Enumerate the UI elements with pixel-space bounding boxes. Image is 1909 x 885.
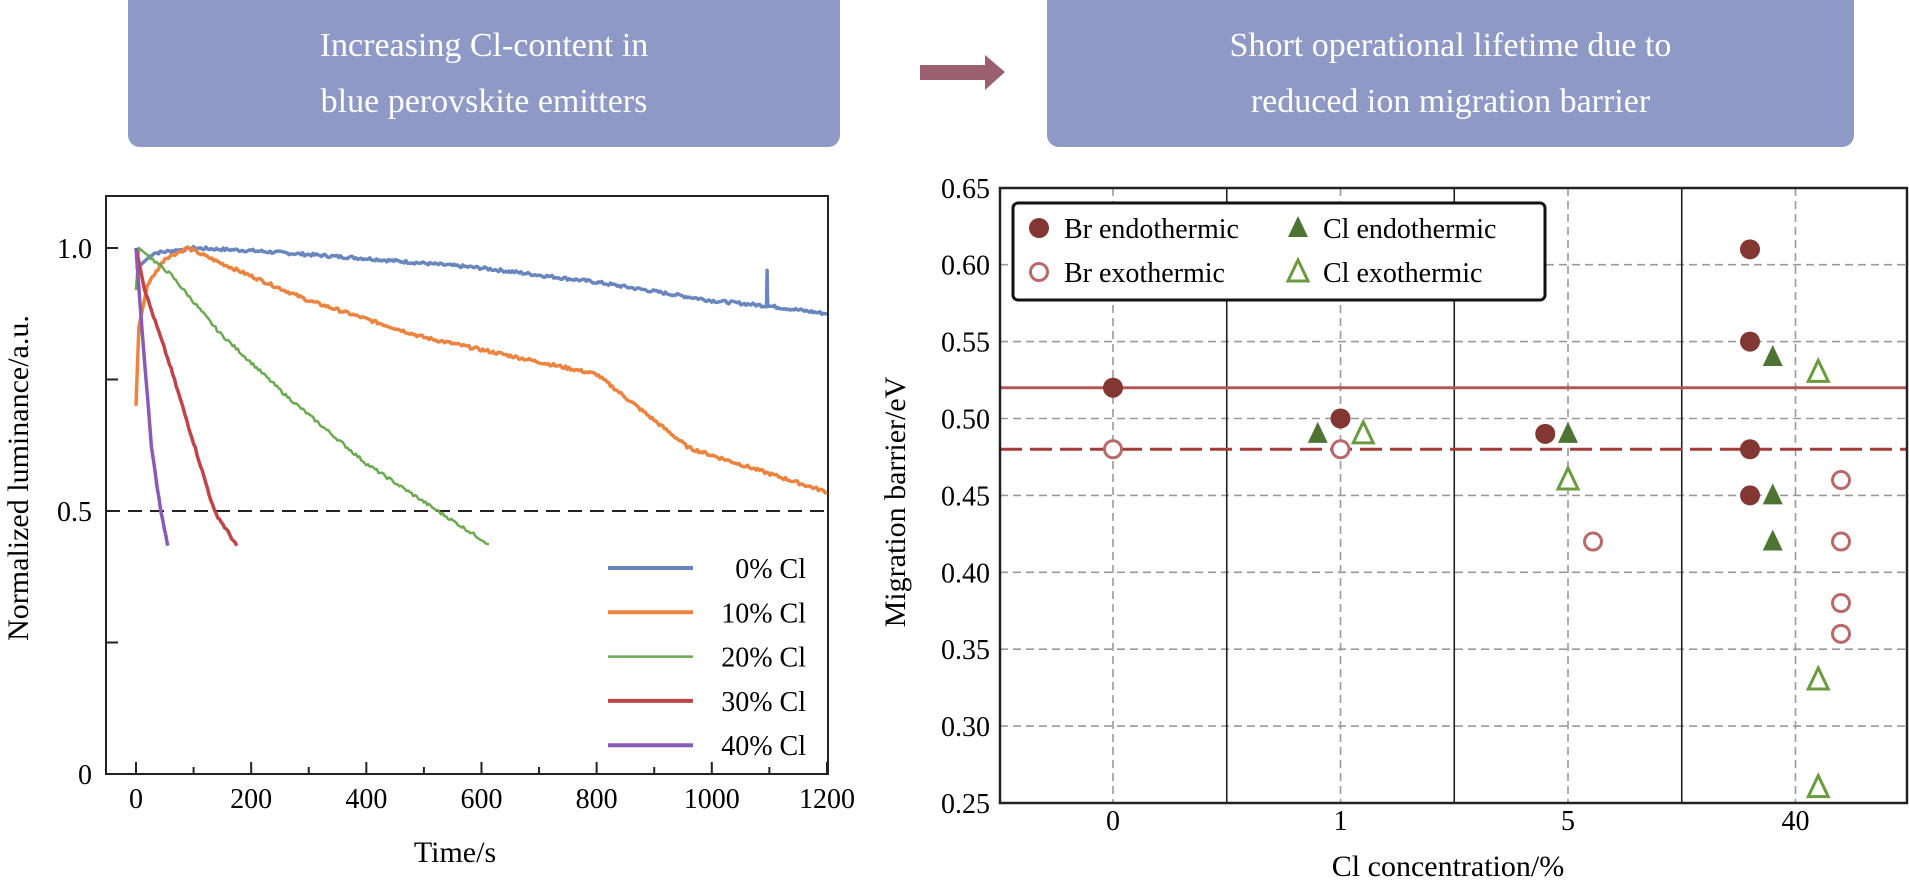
header-left-line-1: Increasing Cl-content in [319,26,649,64]
data-point-cl-endothermic [1307,421,1328,443]
migration-barrier-chart: 0.25 0.30 0.35 0.40 0.45 0.50 0.55 0.60 0.65 0 1 5 4… [941,174,1909,837]
y-tick-label: 0 [78,760,92,791]
legend-box [1011,201,1547,302]
y-tick-label: 0.40 [941,558,990,589]
y-tick-label: 0.45 [941,481,990,512]
plot-frame [998,186,1909,805]
right-arrow-icon [920,55,1005,90]
right-y-axis-label: Migration barrier/eV [879,376,912,627]
header-right-line-2: reduced ion migration barrier [1250,82,1651,120]
legend-marker [1029,262,1049,282]
data-point-cl-exothermic [1555,464,1581,491]
data-point-br-endothermic [1103,377,1123,398]
data-point-br-endothermic [1740,331,1760,352]
series-line-20pct [134,246,490,546]
series-line-40pct [134,247,170,547]
y-tick-label: 0.65 [941,174,990,205]
data-point-br-endothermic [1740,239,1760,260]
x-tick-label: 1000 [684,784,740,815]
data-point-br-endothermic [1740,439,1760,460]
data-point-cl-endothermic [1762,529,1783,551]
header-left-line-2: blue perovskite emitters [320,82,648,120]
y-tick-label: 0.5 [57,497,92,528]
legend-label: 10% Cl [721,598,806,629]
y-tick-label: 0.30 [941,712,990,743]
data-point-br-endothermic [1330,408,1351,429]
series-line-30pct [134,247,239,547]
legend-label: 40% Cl [721,731,806,762]
data-point-br-exothermic [1583,531,1604,552]
x-tick-label: 400 [345,784,387,815]
legend-marker [1288,216,1308,237]
left-y-axis-label: Normalized luminance/a.u. [2,315,35,641]
data-point-cl-exothermic [1350,418,1376,445]
x-tick-label: 0 [129,784,143,815]
legend-label: Br endothermic [1064,214,1239,245]
legend-label: Cl exothermic [1323,258,1482,289]
data-point-br-exothermic [1103,439,1123,460]
series-line-10pct [134,245,828,495]
data-point-cl-exothermic [1805,356,1831,383]
luminance-chart: 0 200 400 600 800 1000 1200 0 0.5 1.0 0% Cl 10% Cl 2… [57,195,855,815]
data-point-br-exothermic [1831,531,1851,552]
x-tick-label: 200 [230,784,272,815]
x-tick-label: 5 [1561,806,1575,837]
x-tick-label: 0 [1106,806,1120,837]
y-tick-label: 0.35 [941,635,990,666]
plot-frame [105,195,829,775]
left-x-axis-label: Time/s [414,836,496,869]
legend-label: Cl endothermic [1323,214,1496,245]
legend-marker [1285,256,1311,283]
data-point-br-exothermic [1831,623,1851,644]
x-tick-label: 800 [576,784,618,815]
header-box-right: Short operational lifetime due to reduce… [1047,0,1854,147]
x-tick-label: 40 [1782,806,1810,837]
data-point-cl-exothermic [1805,664,1831,691]
header-box-left: Increasing Cl-content in blue perovskite… [128,0,840,147]
data-point-br-endothermic [1740,485,1760,506]
legend-label: Br exothermic [1064,258,1225,289]
y-tick-label: 0.50 [941,405,990,436]
right-x-axis-label: Cl concentration/% [1332,850,1564,883]
y-tick-label: 0.25 [941,789,990,820]
data-point-cl-endothermic [1558,421,1578,443]
data-point-cl-endothermic [1762,483,1783,505]
data-point-br-endothermic [1535,423,1556,444]
y-tick-label: 0.60 [941,251,990,282]
legend-label: 30% Cl [721,687,806,718]
x-tick-label: 600 [460,784,502,815]
data-point-br-exothermic [1831,593,1851,614]
x-tick-label: 1 [1334,806,1348,837]
header-right-line-1: Short operational lifetime due to [1229,26,1672,64]
y-tick-label: 0.55 [941,328,990,359]
x-tick-label: 1200 [799,784,855,815]
y-tick-label: 1.0 [57,234,92,265]
series-line-0pct [134,244,828,317]
data-point-br-exothermic [1831,470,1851,491]
data-point-br-exothermic [1330,439,1351,460]
legend-label: 0% Cl [735,554,806,585]
data-point-cl-exothermic [1805,772,1831,799]
legend-marker [1029,218,1049,238]
legend-label: 20% Cl [721,643,806,674]
data-point-cl-endothermic [1762,344,1783,366]
